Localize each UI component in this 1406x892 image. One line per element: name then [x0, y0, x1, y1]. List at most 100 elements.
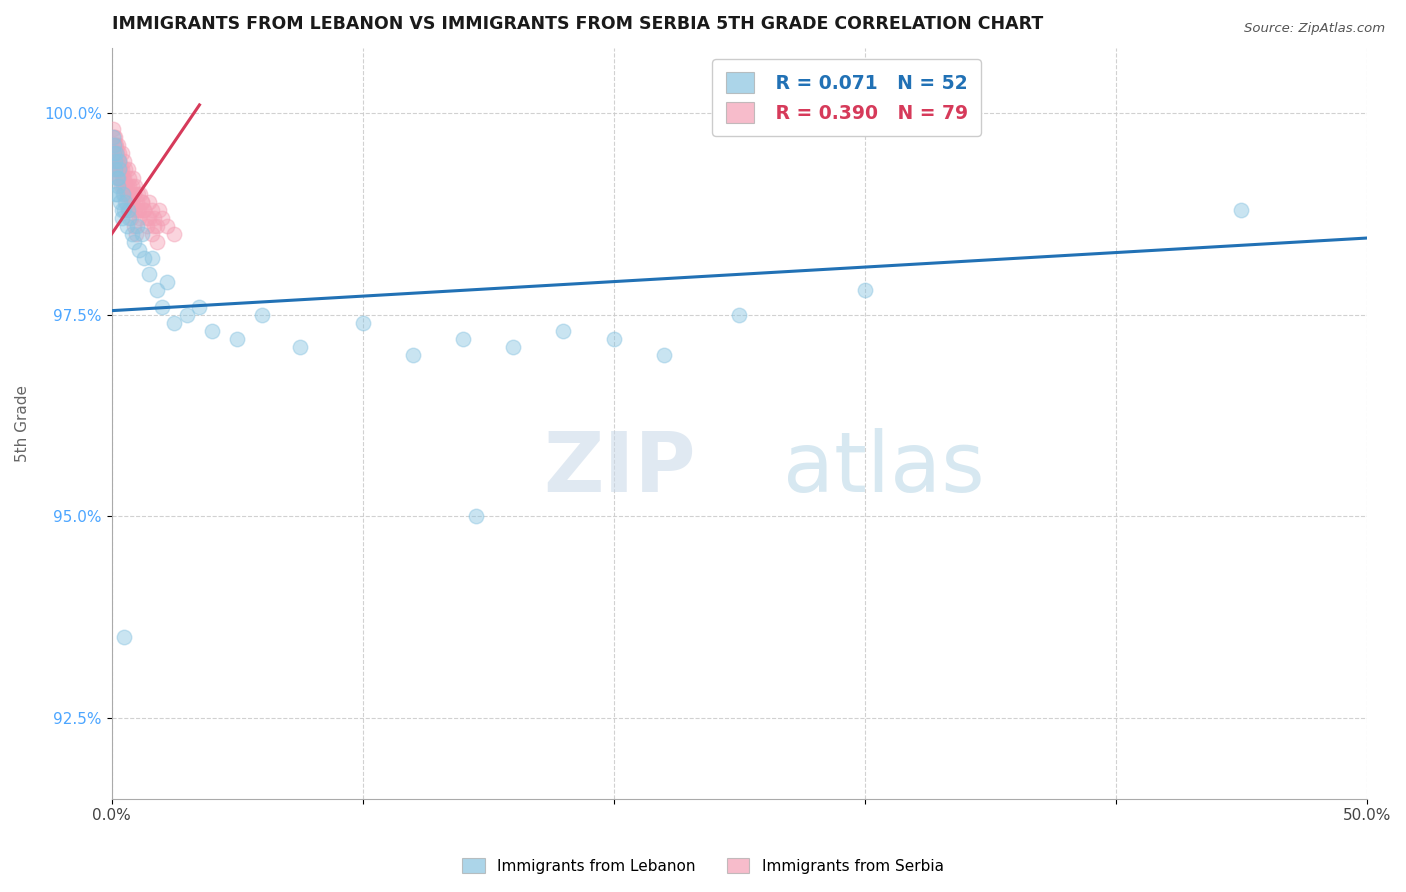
Immigrants from Lebanon: [1230, 202, 1253, 217]
Immigrants from Serbia: [122, 219, 145, 233]
Immigrants from Lebanon: [101, 130, 124, 145]
Immigrants from Serbia: [122, 186, 145, 201]
Immigrants from Lebanon: [134, 251, 156, 265]
Immigrants from Serbia: [111, 178, 134, 193]
Text: atlas: atlas: [783, 428, 984, 509]
Immigrants from Serbia: [104, 146, 127, 161]
Immigrants from Lebanon: [146, 284, 169, 298]
Immigrants from Serbia: [131, 194, 153, 209]
Immigrants from Serbia: [122, 186, 145, 201]
Immigrants from Serbia: [146, 235, 169, 249]
Immigrants from Lebanon: [111, 211, 134, 225]
Immigrants from Serbia: [134, 202, 156, 217]
Immigrants from Lebanon: [553, 324, 575, 338]
Immigrants from Serbia: [107, 162, 129, 177]
Immigrants from Serbia: [108, 154, 131, 169]
Immigrants from Serbia: [143, 219, 166, 233]
Immigrants from Serbia: [141, 202, 163, 217]
Immigrants from Serbia: [143, 211, 166, 225]
Immigrants from Serbia: [129, 186, 152, 201]
Immigrants from Lebanon: [103, 138, 125, 153]
Immigrants from Serbia: [148, 202, 170, 217]
Immigrants from Lebanon: [131, 227, 153, 241]
Immigrants from Serbia: [124, 202, 146, 217]
Immigrants from Serbia: [121, 178, 143, 193]
Immigrants from Lebanon: [112, 202, 135, 217]
Immigrants from Lebanon: [252, 308, 274, 322]
Immigrants from Lebanon: [352, 316, 374, 330]
Immigrants from Lebanon: [105, 186, 128, 201]
Legend: Immigrants from Lebanon, Immigrants from Serbia: Immigrants from Lebanon, Immigrants from…: [456, 852, 950, 880]
Immigrants from Serbia: [107, 146, 129, 161]
Y-axis label: 5th Grade: 5th Grade: [15, 385, 30, 462]
Immigrants from Lebanon: [728, 308, 751, 322]
Immigrants from Lebanon: [105, 146, 128, 161]
Immigrants from Serbia: [114, 162, 136, 177]
Immigrants from Lebanon: [104, 186, 127, 201]
Immigrants from Serbia: [115, 178, 138, 193]
Immigrants from Serbia: [117, 162, 139, 177]
Immigrants from Lebanon: [125, 219, 148, 233]
Immigrants from Serbia: [114, 178, 136, 193]
Text: IMMIGRANTS FROM LEBANON VS IMMIGRANTS FROM SERBIA 5TH GRADE CORRELATION CHART: IMMIGRANTS FROM LEBANON VS IMMIGRANTS FR…: [111, 15, 1043, 33]
Immigrants from Lebanon: [402, 348, 425, 362]
Immigrants from Lebanon: [110, 194, 132, 209]
Immigrants from Lebanon: [115, 219, 138, 233]
Immigrants from Serbia: [156, 219, 179, 233]
Immigrants from Serbia: [150, 211, 173, 225]
Immigrants from Lebanon: [141, 251, 163, 265]
Immigrants from Lebanon: [107, 178, 129, 193]
Immigrants from Serbia: [118, 178, 141, 193]
Immigrants from Serbia: [125, 194, 148, 209]
Immigrants from Serbia: [105, 146, 128, 161]
Immigrants from Serbia: [121, 194, 143, 209]
Immigrants from Serbia: [127, 186, 149, 201]
Immigrants from Serbia: [115, 186, 138, 201]
Immigrants from Lebanon: [652, 348, 675, 362]
Immigrants from Lebanon: [188, 300, 211, 314]
Immigrants from Lebanon: [502, 340, 524, 354]
Immigrants from Serbia: [134, 202, 156, 217]
Immigrants from Serbia: [111, 162, 134, 177]
Text: ZIP: ZIP: [543, 428, 696, 509]
Immigrants from Lebanon: [118, 211, 141, 225]
Immigrants from Serbia: [135, 211, 157, 225]
Immigrants from Serbia: [120, 211, 142, 225]
Immigrants from Serbia: [163, 227, 186, 241]
Immigrants from Serbia: [111, 170, 134, 185]
Immigrants from Serbia: [138, 194, 160, 209]
Immigrants from Serbia: [103, 130, 125, 145]
Immigrants from Lebanon: [107, 170, 129, 185]
Immigrants from Lebanon: [853, 284, 876, 298]
Immigrants from Lebanon: [114, 194, 136, 209]
Immigrants from Serbia: [107, 138, 129, 153]
Immigrants from Serbia: [107, 170, 129, 185]
Immigrants from Serbia: [128, 202, 150, 217]
Immigrants from Serbia: [131, 194, 153, 209]
Immigrants from Lebanon: [163, 316, 186, 330]
Immigrants from Serbia: [112, 154, 135, 169]
Immigrants from Serbia: [101, 122, 124, 136]
Immigrants from Serbia: [105, 138, 128, 153]
Immigrants from Serbia: [111, 146, 134, 161]
Immigrants from Serbia: [125, 227, 148, 241]
Immigrants from Serbia: [120, 186, 142, 201]
Immigrants from Lebanon: [111, 202, 134, 217]
Immigrants from Serbia: [104, 146, 127, 161]
Immigrants from Serbia: [128, 211, 150, 225]
Immigrants from Serbia: [110, 162, 132, 177]
Text: Source: ZipAtlas.com: Source: ZipAtlas.com: [1244, 22, 1385, 36]
Immigrants from Lebanon: [602, 332, 624, 346]
Immigrants from Lebanon: [201, 324, 224, 338]
Immigrants from Serbia: [118, 202, 141, 217]
Immigrants from Serbia: [115, 186, 138, 201]
Immigrants from Serbia: [122, 170, 145, 185]
Immigrants from Serbia: [108, 162, 131, 177]
Immigrants from Lebanon: [121, 227, 143, 241]
Immigrants from Serbia: [111, 170, 134, 185]
Immigrants from Serbia: [110, 178, 132, 193]
Immigrants from Serbia: [124, 178, 146, 193]
Immigrants from Lebanon: [108, 154, 131, 169]
Immigrants from Lebanon: [112, 631, 135, 645]
Immigrants from Serbia: [146, 219, 169, 233]
